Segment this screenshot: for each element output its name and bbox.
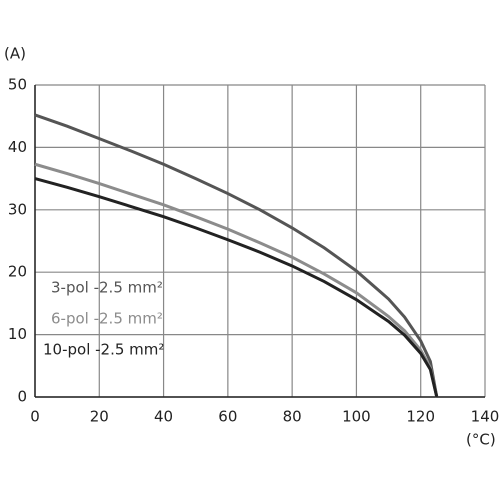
- x-tick-label: 60: [218, 408, 237, 426]
- series-line: [34, 113, 439, 398]
- x-tick-label: 0: [30, 408, 40, 426]
- y-tick-label: 50: [8, 76, 27, 94]
- legend-label: 3-pol -2.5 mm²: [51, 279, 163, 297]
- y-tick-label: 30: [8, 200, 27, 218]
- x-tick-label: 140: [471, 408, 500, 426]
- x-tick-label: 120: [406, 408, 435, 426]
- x-tick-label: 100: [342, 408, 371, 426]
- y-tick-label: 10: [8, 325, 27, 343]
- legend-label: 6-pol -2.5 mm²: [51, 310, 163, 328]
- x-tick-label: 20: [90, 408, 109, 426]
- x-axis-label: (°C): [466, 431, 496, 449]
- x-tick-label: 80: [283, 408, 302, 426]
- legend-label: 10-pol -2.5 mm²: [43, 341, 164, 359]
- series-line: [34, 162, 439, 398]
- series-line: [34, 177, 439, 398]
- y-axis-label: (A): [4, 45, 26, 63]
- y-tick-label: 40: [8, 138, 27, 156]
- x-tick-label: 40: [154, 408, 173, 426]
- y-tick-label: 0: [17, 388, 27, 406]
- y-tick-label: 20: [8, 263, 27, 281]
